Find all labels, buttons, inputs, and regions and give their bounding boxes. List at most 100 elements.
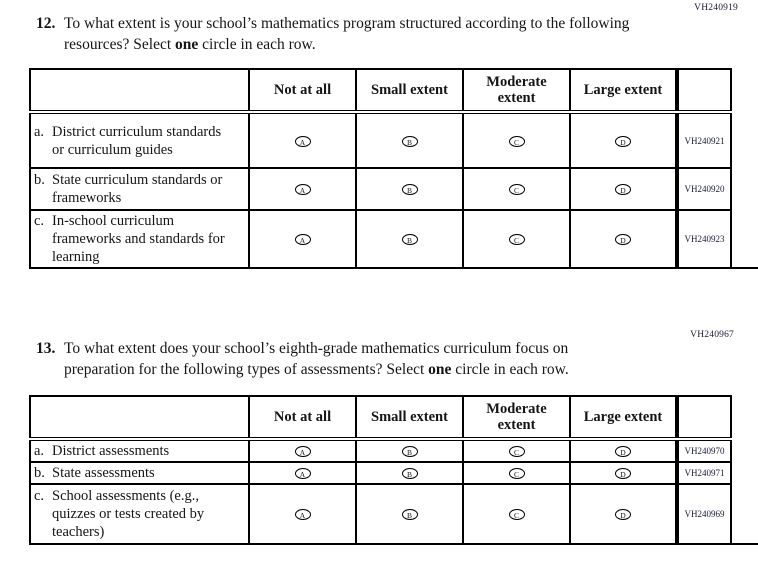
table-bottom-rule [29,543,758,545]
bubble-cell: B [355,167,464,211]
column-header-not-at-all: Not at all [248,395,357,441]
option-bubble-b[interactable]: B [401,446,418,457]
row-letter: a. [34,443,45,459]
row-label-cell: c. School assessments (e.g., quizzes or t… [29,483,250,545]
column-header-large-extent: Large extent [569,68,678,114]
question-12-text-part1: To what extent is your school’s mathemat… [64,15,630,53]
question-12-text-part2: circle in each row. [198,36,316,53]
row-label: District curriculum standards or curricu… [52,123,222,158]
row-code: VH240970 [675,438,732,463]
q13-table: Not at all Small extent Moderate extent … [29,395,732,545]
table-row-q13b: b. State assessments A B C D VH240971 [29,461,732,485]
row-code: VH240969 [675,483,732,545]
header-empty-cell [29,395,250,441]
option-bubble-c[interactable]: C [508,509,525,520]
row-code: VH240971 [675,461,732,485]
bubble-cell: A [248,167,357,211]
bubble-cell: B [355,461,464,485]
row-label: In-school curriculum frameworks and stan… [52,213,225,265]
column-header-large-extent: Large extent [569,395,678,441]
bubble-cell: C [462,209,571,269]
bubble-cell: C [462,461,571,485]
question-12: 12. To what extent is your school’s math… [36,13,636,55]
row-label-cell: b. State assessments [29,461,250,485]
option-bubble-b[interactable]: B [401,234,418,245]
question-13-number: 13. [36,340,56,357]
option-bubble-b[interactable]: B [401,184,418,195]
option-bubble-c[interactable]: C [508,184,525,195]
option-bubble-c[interactable]: C [508,234,525,245]
bubble-cell: A [248,111,357,169]
row-label-cell: a. District curriculum standards or curri… [29,111,250,169]
question-12-text: To what extent is your school’s mathemat… [64,13,636,55]
bubble-cell: D [569,461,678,485]
row-code: VH240921 [675,111,732,169]
bubble-cell: D [569,483,678,545]
question-12-ref-code: VH240919 [694,3,738,13]
bubble-cell: B [355,438,464,463]
option-bubble-d[interactable]: D [615,446,631,457]
option-bubble-a[interactable]: A [294,468,311,479]
q12-header-row: Not at all Small extent Moderate extent … [29,68,732,114]
row-label: State assessments [52,465,155,481]
bubble-cell: B [355,209,464,269]
row-letter: b. [34,465,45,481]
option-bubble-d[interactable]: D [615,468,631,479]
option-bubble-b[interactable]: B [401,468,418,479]
question-12-number: 12. [36,15,56,32]
question-13-ref-code: VH240967 [690,330,734,340]
column-header-not-at-all: Not at all [248,68,357,114]
option-bubble-d[interactable]: D [615,135,631,147]
bubble-cell: B [355,111,464,169]
option-bubble-d[interactable]: D [615,184,631,195]
header-empty-cell [29,68,250,114]
bubble-cell: A [248,438,357,463]
option-bubble-a[interactable]: A [294,446,311,457]
q12-table-container: Not at all Small extent Moderate extent … [29,68,758,269]
q12-table: Not at all Small extent Moderate extent … [29,68,732,269]
question-13: 13. To what extent does your school’s ei… [36,338,636,380]
option-bubble-c[interactable]: C [508,135,525,147]
table-row-q13c: c. School assessments (e.g., quizzes or t… [29,483,732,545]
column-header-moderate-extent: Moderate extent [462,68,571,114]
bubble-cell: C [462,438,571,463]
row-label-cell: a. District assessments [29,438,250,463]
option-bubble-d[interactable]: D [615,509,631,520]
row-letter: b. [34,172,45,188]
question-13-text-bold: one [428,361,452,378]
option-bubble-b[interactable]: B [401,509,418,520]
option-bubble-c[interactable]: C [508,468,525,479]
table-row-q12b: b. State curriculum standards or framewor… [29,167,732,211]
bubble-cell: C [462,111,571,169]
bubble-cell: D [569,167,678,211]
header-code-cell [675,395,732,441]
row-letter: a. [34,123,45,140]
table-bottom-rule [29,267,758,269]
q13-header-row: Not at all Small extent Moderate extent … [29,395,732,441]
option-bubble-b[interactable]: B [401,135,418,147]
option-bubble-a[interactable]: A [294,234,311,245]
column-header-moderate-extent: Moderate extent [462,395,571,441]
bubble-cell: D [569,111,678,169]
q13-table-container: Not at all Small extent Moderate extent … [29,395,758,545]
option-bubble-d[interactable]: D [615,234,631,245]
option-bubble-a[interactable]: A [294,135,311,147]
question-13-text-part2: circle in each row. [451,361,569,378]
bubble-cell: A [248,209,357,269]
row-code: VH240920 [675,167,732,211]
bubble-cell: D [569,438,678,463]
bubble-cell: D [569,209,678,269]
row-letter: c. [34,488,45,504]
bubble-cell: B [355,483,464,545]
column-header-small-extent: Small extent [355,68,464,114]
option-bubble-a[interactable]: A [294,509,311,520]
bubble-cell: A [248,461,357,485]
table-row-q12a: a. District curriculum standards or curri… [29,111,732,169]
option-bubble-a[interactable]: A [294,184,311,195]
question-13-text-part1: To what extent does your school’s eighth… [64,340,569,378]
option-bubble-c[interactable]: C [508,446,525,457]
header-code-cell [675,68,732,114]
bubble-cell: A [248,483,357,545]
question-12-text-bold: one [175,36,199,53]
row-label-cell: c. In-school curriculum frameworks and st… [29,209,250,269]
